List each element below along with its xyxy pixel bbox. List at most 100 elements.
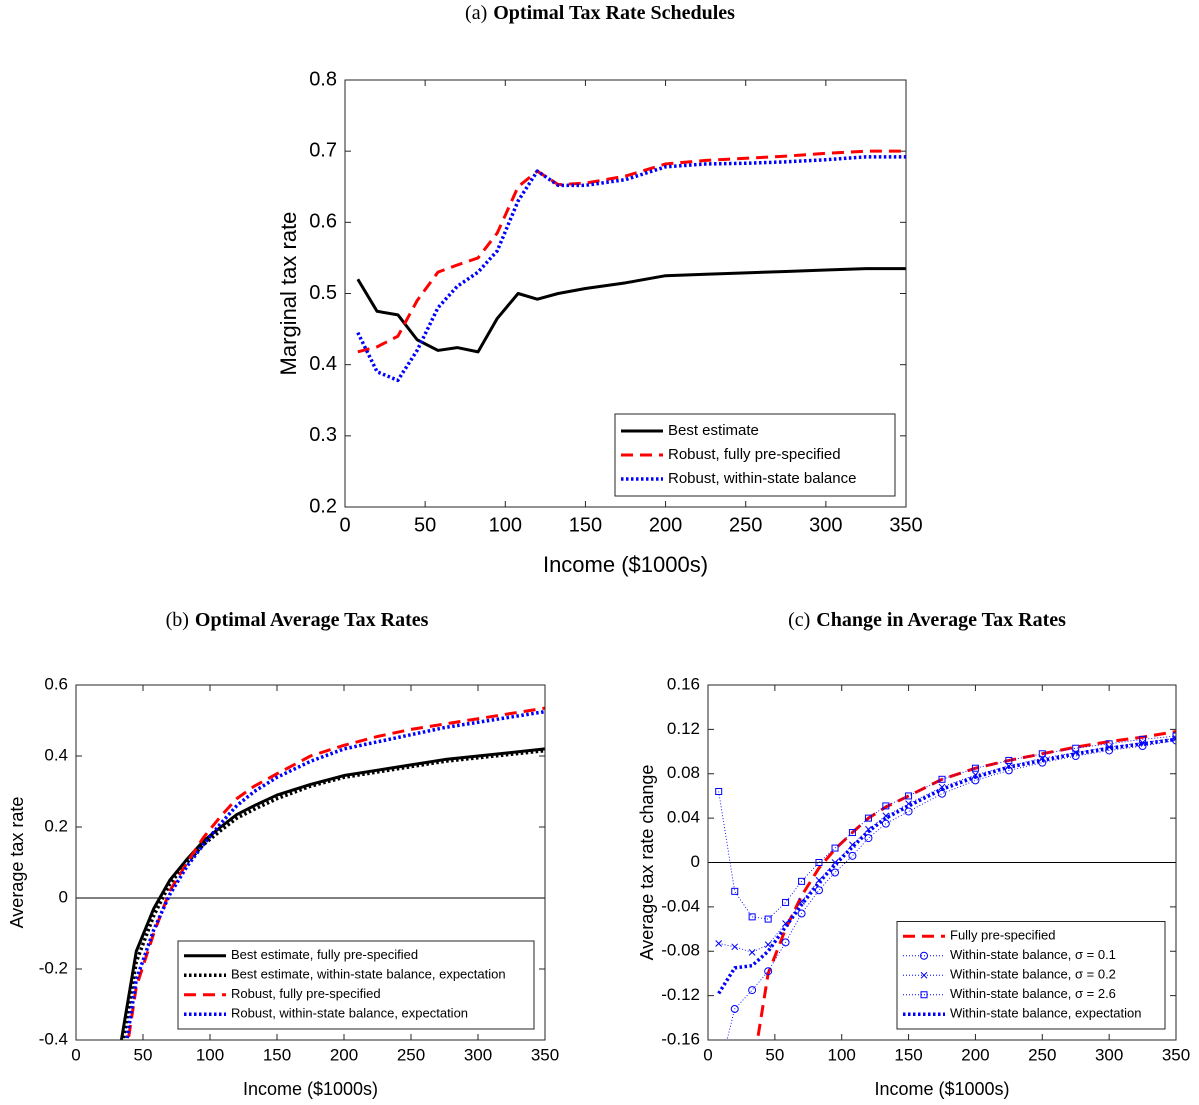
series-line xyxy=(755,730,1176,1040)
x-tick-label: 0 xyxy=(339,514,350,536)
x-tick-label: 150 xyxy=(263,1046,291,1065)
legend-label: Within-state balance, σ = 2.6 xyxy=(950,986,1116,1001)
legend: Best estimate Robust, fully pre-specified… xyxy=(614,413,896,497)
panel-label: (a) xyxy=(465,2,487,24)
marker xyxy=(1172,734,1176,742)
x-tick-label: 0 xyxy=(703,1046,712,1065)
y-tick-label: 0.4 xyxy=(44,745,68,764)
marker xyxy=(781,938,790,947)
y-tick-label: -0.12 xyxy=(661,985,700,1004)
y-tick-label: 0.3 xyxy=(309,424,337,446)
chart-title: (a) Optimal Tax Rate Schedules xyxy=(465,2,735,24)
x-tick-label: 150 xyxy=(894,1046,922,1065)
x-tick-label: 300 xyxy=(1095,1046,1123,1065)
legend: Best estimate, fully pre-specified Best e… xyxy=(177,940,535,1030)
plot-frame xyxy=(707,684,1177,1041)
x-tick-label: 150 xyxy=(569,514,602,536)
plot-data xyxy=(356,149,906,383)
marker xyxy=(865,825,872,833)
marker xyxy=(848,851,857,860)
title-text: Optimal Tax Rate Schedules xyxy=(493,2,735,24)
marker xyxy=(764,915,772,923)
y-axis-label: Marginal tax rate xyxy=(276,212,301,376)
series-line xyxy=(119,747,545,1040)
legend-label: Best estimate xyxy=(668,422,759,439)
plot-frame xyxy=(344,79,907,508)
panel-label: (c) xyxy=(788,609,810,631)
legend-label: Within-state balance, σ = 0.2 xyxy=(950,967,1116,982)
marker xyxy=(864,814,872,822)
x-tick-label: 300 xyxy=(809,514,842,536)
x-tick-label: 50 xyxy=(414,514,436,536)
x-tick-label: 50 xyxy=(134,1046,153,1065)
y-tick-label: 0.5 xyxy=(309,282,337,304)
y-axis-label: Average tax rate change xyxy=(637,765,657,961)
legend-label: Within-state balance, σ = 0.1 xyxy=(950,947,1116,962)
marker xyxy=(1038,750,1046,758)
y-tick-label: 0.7 xyxy=(309,139,337,161)
y-tick-label: 0.6 xyxy=(309,211,337,233)
x-tick-label: 200 xyxy=(330,1046,358,1065)
marker xyxy=(715,940,723,947)
x-axis-label: Income ($1000s) xyxy=(543,552,708,577)
marker xyxy=(971,764,979,772)
x-tick-label: 350 xyxy=(531,1046,559,1065)
y-tick-label: 0.8 xyxy=(309,68,337,90)
x-tick-label: 350 xyxy=(1162,1046,1190,1065)
series-line xyxy=(357,149,906,354)
y-tick-label: -0.04 xyxy=(661,896,700,915)
x-tick-label: 50 xyxy=(765,1046,784,1065)
marker xyxy=(715,788,723,795)
marker xyxy=(864,834,873,843)
y-tick-label: 0.08 xyxy=(667,763,700,782)
legend-box xyxy=(896,921,1166,1030)
y-tick-label: -0.2 xyxy=(39,958,68,977)
x-tick-label: 250 xyxy=(397,1046,425,1065)
marker xyxy=(815,859,823,866)
x-tick-label: 300 xyxy=(464,1046,492,1065)
legend: Fully pre-specified Within-state balance,… xyxy=(896,921,1166,1030)
x-tick-label: 0 xyxy=(71,1046,80,1065)
series-line xyxy=(718,737,1176,953)
x-axis-label: Income ($1000s) xyxy=(243,1079,378,1099)
marker xyxy=(1172,732,1176,740)
marker xyxy=(848,829,856,837)
marker xyxy=(920,991,928,999)
series-line xyxy=(717,737,1176,995)
legend-label: Fully pre-specified xyxy=(950,928,1056,943)
marker xyxy=(904,807,913,816)
x-tick-label: 100 xyxy=(489,514,522,536)
x-axis-label: Income ($1000s) xyxy=(874,1079,1009,1099)
series-line xyxy=(726,740,1176,1040)
legend-label: Robust, within-state balance xyxy=(668,470,856,487)
marker xyxy=(782,898,790,906)
x-tick-label: 200 xyxy=(961,1046,989,1065)
legend-label: Robust, fully pre-specified xyxy=(668,446,841,463)
legend-label: Within-state balance, expectation xyxy=(950,1006,1142,1021)
marker xyxy=(797,909,806,918)
y-tick-label: -0.16 xyxy=(661,1029,700,1048)
marker xyxy=(920,951,928,960)
x-tick-label: 100 xyxy=(828,1046,856,1065)
chart-panel: (c) Change in Average Tax Rates 0 50 100 150 2… xyxy=(637,609,1190,1099)
y-tick-label: -0.4 xyxy=(39,1029,68,1048)
legend-label: Robust, fully pre-specified xyxy=(231,986,381,1001)
x-tick-label: 250 xyxy=(729,514,762,536)
marker xyxy=(814,886,823,895)
marker xyxy=(1005,756,1013,764)
marker xyxy=(764,941,772,948)
marker xyxy=(882,802,890,810)
marker xyxy=(920,971,928,979)
y-tick-label: 0.12 xyxy=(667,719,700,738)
y-tick-label: 0.2 xyxy=(309,495,337,517)
chart-panel: (b) Optimal Average Tax Rates 0 50 100 150 200… xyxy=(7,609,559,1099)
x-tick-label: 200 xyxy=(649,514,682,536)
x-tick-label: 100 xyxy=(196,1046,224,1065)
y-tick-label: 0 xyxy=(691,852,700,871)
marker xyxy=(731,943,739,951)
marker xyxy=(748,949,756,956)
legend-box xyxy=(177,940,535,1030)
series-line xyxy=(356,155,906,383)
